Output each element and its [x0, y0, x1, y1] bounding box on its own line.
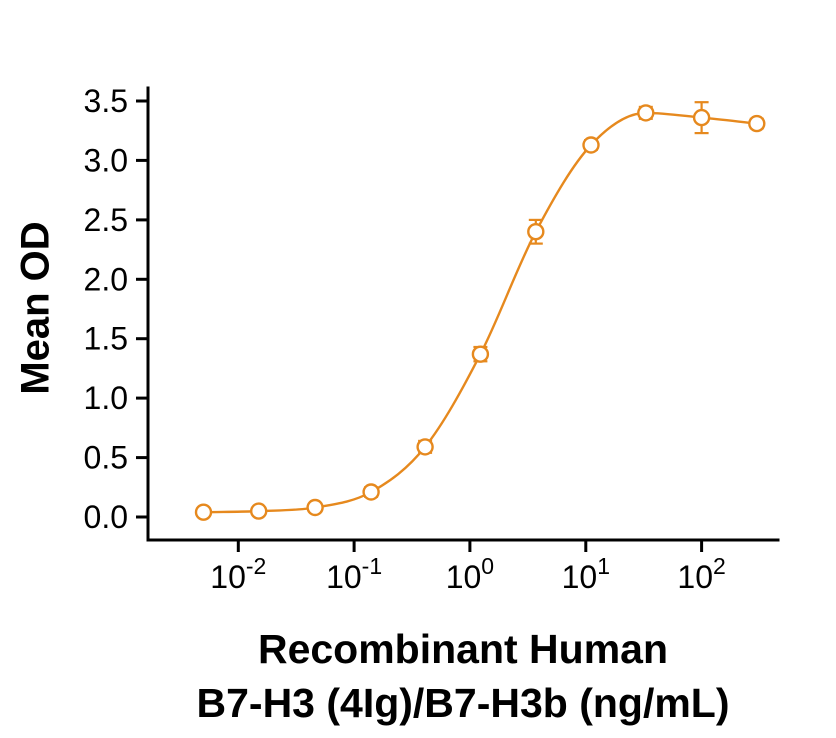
data-point-marker: [250, 502, 268, 520]
data-points: [194, 104, 766, 521]
x-tick-label: 101: [562, 553, 610, 595]
data-point-marker: [194, 503, 213, 521]
x-tick-label: 10-1: [326, 553, 382, 595]
x-axis-ticks: 10-2 10-1 100 101 102: [210, 540, 726, 595]
data-point-marker: [748, 114, 766, 133]
x-tick-label: 100: [446, 553, 494, 595]
y-tick-label: 2.0: [84, 261, 128, 297]
data-point-marker: [416, 438, 434, 456]
y-tick-label: 3.5: [84, 83, 128, 119]
y-tick-label: 1.5: [84, 321, 128, 357]
fit-curve: [203, 111, 757, 514]
data-point-marker: [692, 108, 711, 127]
y-tick-label: 0.5: [84, 440, 128, 476]
data-point-marker: [306, 498, 324, 517]
x-tick-label: 102: [677, 553, 725, 595]
x-axis-title-line2: B7-H3 (4Ig)/B7-H3b (ng/mL): [196, 680, 730, 726]
data-point-marker: [637, 104, 655, 122]
axes: [146, 86, 780, 542]
y-tick-label: 0.0: [84, 499, 128, 535]
y-tick-label: 3.0: [84, 142, 128, 178]
y-tick-label: 2.5: [84, 202, 128, 238]
data-point-marker: [582, 136, 600, 154]
data-point-marker: [362, 483, 380, 501]
data-point-marker: [471, 345, 490, 363]
data-point-marker: [527, 222, 545, 241]
error-bars: [196, 101, 764, 517]
x-tick-label: 10-2: [210, 553, 266, 595]
x-axis-title-line1: Recombinant Human: [257, 626, 669, 672]
y-axis-ticks: 0.0 0.5 1.0 1.5 2.0 2.5 3.0 3.5: [84, 83, 148, 535]
y-tick-label: 1.0: [84, 380, 128, 416]
y-axis-title: Mean OD: [13, 221, 58, 395]
